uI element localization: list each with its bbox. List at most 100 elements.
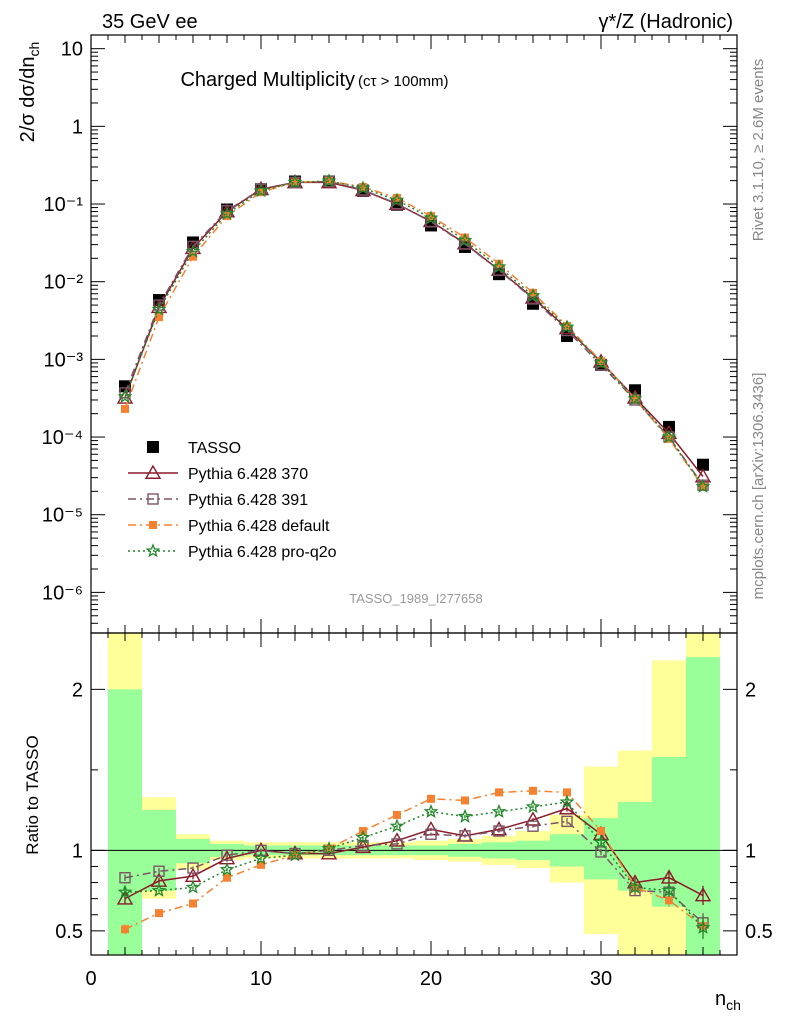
main-ytick-label: 10 xyxy=(61,39,83,61)
ratio-data-point xyxy=(253,850,269,865)
main-series-line xyxy=(124,180,704,488)
main-data-point xyxy=(151,301,167,316)
ratio-data-point xyxy=(155,909,163,918)
main-data-point xyxy=(219,205,235,221)
main-data-point xyxy=(119,387,131,399)
legend-label: Pythia 6.428 pro-q2o xyxy=(188,544,337,561)
main-ytick-label: 10⁻³ xyxy=(44,349,84,371)
main-series-line xyxy=(124,181,704,477)
main-ylabel-text: 2/σ dσ/dnch xyxy=(17,42,42,143)
main-data-point xyxy=(461,233,469,242)
main-data-point xyxy=(525,287,541,303)
ratio-data-point xyxy=(457,808,473,823)
main-data-point xyxy=(291,178,299,187)
ratio-data-point xyxy=(219,861,235,876)
ratio-band-green xyxy=(176,839,210,864)
main-data-point xyxy=(185,243,201,258)
main-series-group xyxy=(116,173,712,493)
main-data-point xyxy=(117,388,133,404)
ratio-series-group xyxy=(116,786,712,939)
ratio-data-point xyxy=(527,820,539,832)
ratio-data-point xyxy=(121,925,129,934)
legend-item-pythia-6-428-391: Pythia 6.428 391 xyxy=(128,492,308,509)
ratio-axes: 0.5 0.51 12 20 10 20 30 xyxy=(55,632,773,990)
main-ytick-label: 10⁻² xyxy=(44,272,84,294)
ratio-data-point xyxy=(391,838,403,850)
main-data-point xyxy=(153,299,165,311)
ratio-data-point xyxy=(425,828,437,840)
legend-marker xyxy=(149,521,157,529)
ratio-ytick-label-right: 2 xyxy=(745,679,756,701)
main-data-point xyxy=(563,321,571,330)
main-series-pythia-6-428-370 xyxy=(116,173,712,483)
ratio-data-point xyxy=(117,884,133,899)
ratio-data-point xyxy=(661,882,677,897)
main-data-point xyxy=(559,319,575,334)
x-tick-label: 30 xyxy=(590,968,612,990)
chart-title-sub: (cτ > 100mm) xyxy=(358,73,449,90)
x-axis-label: nch xyxy=(715,988,741,1013)
ratio-data-point xyxy=(255,844,267,857)
main-data-point xyxy=(697,458,709,471)
ratio-data-point xyxy=(597,827,605,836)
main-data-point xyxy=(491,259,507,274)
main-data-point xyxy=(253,183,269,198)
ratio-data-point xyxy=(221,849,233,861)
main-data-point xyxy=(695,478,711,493)
ratio-ytick-label-left: 1 xyxy=(72,840,83,862)
ratio-data-point xyxy=(595,846,607,858)
ratio-series-line xyxy=(124,820,704,924)
rivet-version-label: Rivet 3.1.10, ≥ 2.6M events xyxy=(750,59,767,242)
legend-label: Pythia 6.428 391 xyxy=(188,492,308,509)
ratio-data-point xyxy=(119,872,131,884)
legend-item-pythia-6-428-default: Pythia 6.428 default xyxy=(128,518,330,535)
ratio-data-point xyxy=(355,829,371,844)
source-label: mcplots.cern.ch [arXiv:1306.3436] xyxy=(750,373,767,600)
chart-title: Charged Multiplicity xyxy=(180,69,355,91)
main-data-point xyxy=(529,288,537,297)
ratio-data-point xyxy=(561,815,573,828)
legend-label: Pythia 6.428 default xyxy=(188,518,330,535)
ratio-data-point xyxy=(321,840,337,856)
ratio-data-point xyxy=(495,788,503,797)
ratio-ytick-label-left: 0.5 xyxy=(55,921,83,943)
main-data-point xyxy=(524,289,542,304)
x-tick-label: 20 xyxy=(420,968,442,990)
main-ylabel: 2/σ dσ/dnch xyxy=(17,42,42,143)
legend-item-pythia-6-428-pro-q2o: Pythia 6.428 pro-q2o xyxy=(128,543,337,561)
ratio-data-point xyxy=(389,818,405,833)
main-data-point xyxy=(423,210,439,225)
analysis-watermark: TASSO_1989_I277658 xyxy=(349,591,482,606)
ratio-data-point xyxy=(151,882,167,897)
ratio-uncertainty-bands xyxy=(108,633,720,955)
ratio-data-point xyxy=(257,860,265,869)
ratio-data-point xyxy=(627,879,643,894)
ratio-band-green xyxy=(108,689,142,955)
ratio-data-point xyxy=(493,825,505,837)
ratio-ytick-label-right: 0.5 xyxy=(745,921,773,943)
ratio-data-point xyxy=(393,810,401,819)
legend-item-pythia-6-428-370: Pythia 6.428 370 xyxy=(128,464,308,483)
main-series-pythia-6-428-default xyxy=(121,176,707,491)
ratio-data-point xyxy=(187,862,199,874)
main-series-line xyxy=(124,180,704,488)
main-data-point xyxy=(393,193,401,202)
main-data-point xyxy=(627,391,643,406)
ratio-series-line xyxy=(124,801,704,929)
main-ytick-label: 10⁻¹ xyxy=(44,194,84,216)
legend-marker xyxy=(147,493,159,505)
legend-marker xyxy=(147,441,159,453)
x-tick-label: 10 xyxy=(250,968,272,990)
main-series-pythia-6-428-pro-q2o xyxy=(117,173,711,493)
main-data-point xyxy=(665,434,673,443)
ratio-data-point xyxy=(695,919,711,934)
ratio-ytick-label-right: 1 xyxy=(745,840,756,862)
main-ytick-label: 10⁻⁴ xyxy=(42,427,83,449)
main-data-point xyxy=(287,174,303,189)
legend-marker xyxy=(144,464,162,479)
header-left: 35 GeV ee xyxy=(102,11,198,33)
ratio-data-point xyxy=(223,873,231,882)
legend-marker xyxy=(145,543,161,558)
ratio-data-point xyxy=(287,847,303,862)
